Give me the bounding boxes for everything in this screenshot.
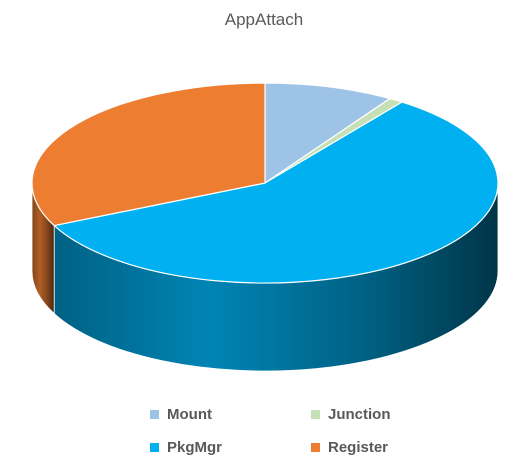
legend-item-junction: Junction: [311, 406, 391, 423]
legend-item-pkgmgr: PkgMgr: [150, 439, 222, 456]
legend-swatch-mount: [150, 410, 159, 419]
legend-label-register: Register: [328, 439, 389, 456]
legend-label-pkgmgr: PkgMgr: [167, 439, 223, 456]
pie-slice-mount: [264, 82, 391, 184]
pie-slice-pkgmgr: [53, 101, 499, 284]
legend-swatch-junction: [311, 410, 320, 419]
legend-item-register: Register: [311, 439, 388, 456]
legend-swatch-register: [311, 443, 320, 452]
legend-label-junction: Junction: [328, 406, 391, 423]
legend-label-mount: Mount: [167, 406, 212, 423]
chart-title: AppAttach: [224, 10, 304, 29]
legend-swatch-pkgmgr: [150, 443, 159, 452]
pie-slice-register: [31, 82, 266, 227]
legend-item-mount: Mount: [150, 406, 212, 423]
